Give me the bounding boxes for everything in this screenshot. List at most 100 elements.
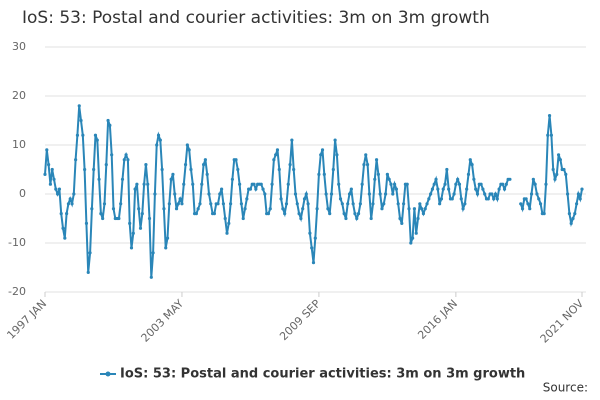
point [576,192,580,196]
point [371,202,375,206]
point [405,182,409,186]
point [275,148,280,152]
point [176,202,180,206]
point [356,212,361,216]
series-line [44,105,510,278]
point [490,192,494,196]
source: Source: [543,381,588,395]
point [362,163,366,167]
point [219,187,224,191]
point [434,177,438,181]
point [97,177,101,181]
point [263,192,267,196]
point [538,202,543,206]
point [261,187,265,191]
point [454,182,458,186]
point [463,202,467,206]
point [142,182,146,186]
point [131,231,135,235]
point [436,187,440,191]
point [198,202,202,206]
point [306,202,310,206]
point [88,251,92,255]
point [470,163,474,167]
point [173,192,177,196]
x-tick-label: 2003 MAY [139,297,187,345]
point [342,212,346,216]
point [135,182,139,186]
point [229,202,233,206]
point [347,192,352,196]
point [201,163,206,167]
point [138,226,143,230]
point [63,236,67,240]
point [277,167,281,172]
point [146,182,150,186]
point [441,187,445,191]
point [333,138,337,142]
point [409,241,413,245]
point [466,172,471,176]
point [81,133,85,137]
point [66,202,71,206]
point [400,221,404,225]
point [290,138,294,142]
point [218,192,222,196]
point [182,182,186,186]
point [84,221,89,225]
point [439,197,444,201]
point [171,172,175,176]
point [313,236,317,240]
point [425,202,429,206]
point [209,202,213,206]
point [385,172,389,176]
y-tick-label: 20 [12,89,26,102]
point [374,158,379,162]
point [221,202,225,206]
point [553,177,557,181]
point [297,212,301,216]
point [569,221,573,225]
point [329,192,334,196]
point [338,197,343,201]
point [502,187,507,191]
point [524,197,528,201]
point [239,202,244,206]
point [317,172,321,176]
y-tick-label: 10 [12,138,26,151]
point [402,202,406,206]
x-tick-label: 2009 SEP [277,297,323,343]
point [495,197,499,201]
point [389,182,393,186]
point [546,133,550,137]
x-tick-label: 2021 NOV [538,297,587,346]
point [238,182,242,186]
point [248,187,253,191]
point [61,226,65,230]
point [90,207,94,211]
point [383,192,388,196]
point [59,212,63,216]
point [337,182,341,186]
point [241,216,245,221]
point [344,216,348,221]
point [183,163,188,167]
point [124,153,128,157]
point [423,207,427,211]
point [252,182,256,186]
point [578,197,582,201]
point [465,187,469,191]
point [288,163,292,167]
point [310,246,314,250]
point [382,202,386,206]
point [324,192,328,196]
point [364,153,368,157]
point [346,202,350,206]
point [119,202,123,206]
point [111,207,116,211]
point [427,197,431,201]
point [547,114,552,118]
point [272,158,276,162]
point [86,270,90,274]
point [185,143,189,147]
